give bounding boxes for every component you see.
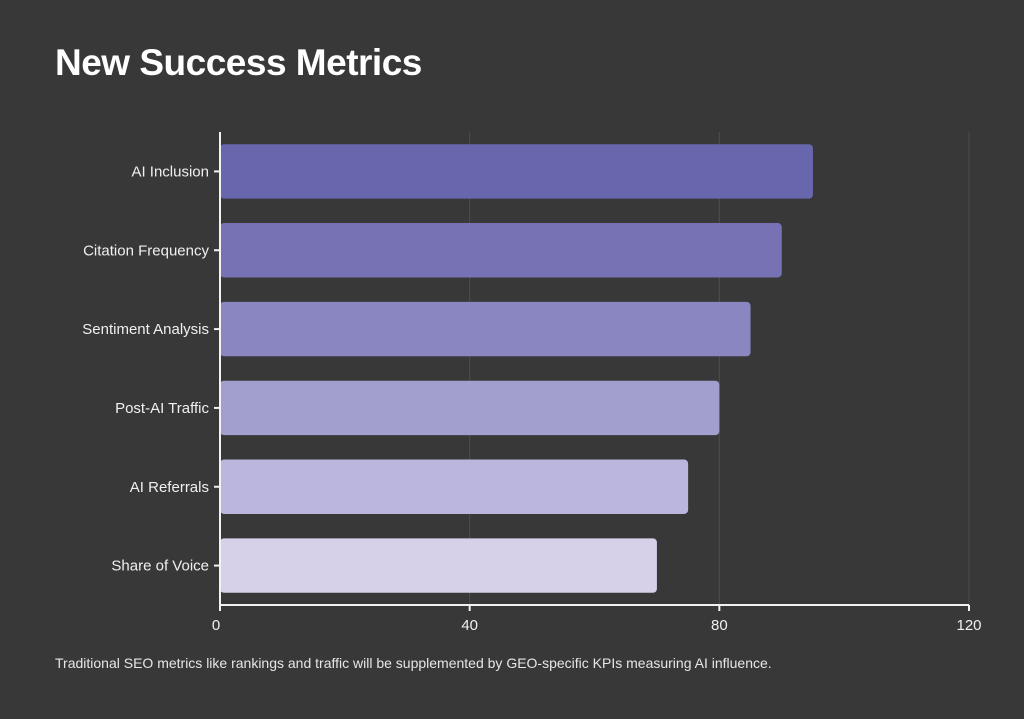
bar-5	[220, 538, 657, 593]
bar-1	[220, 223, 782, 278]
y-tick-label-1: Citation Frequency	[83, 242, 209, 259]
y-tick-label-2: Sentiment Analysis	[82, 321, 209, 338]
y-tick-label-0: AI Inclusion	[131, 163, 209, 180]
bar-3	[220, 380, 720, 436]
y-tick-label-4: AI Referrals	[130, 479, 209, 496]
chart-caption: Traditional SEO metrics like rankings an…	[55, 655, 772, 671]
bar-0	[220, 144, 813, 199]
y-tick-label-3: Post-AI Traffic	[115, 400, 209, 417]
x-tick-label-3: 120	[956, 617, 981, 634]
x-tick-label-1: 40	[461, 617, 478, 634]
y-tick-label-5: Share of Voice	[111, 558, 209, 575]
chart-title: New Success Metrics	[55, 42, 422, 83]
x-tick-label-0: 0	[212, 617, 220, 634]
x-tick-label-2: 80	[711, 617, 728, 634]
bar-2	[220, 301, 751, 357]
bar-4	[220, 459, 689, 514]
